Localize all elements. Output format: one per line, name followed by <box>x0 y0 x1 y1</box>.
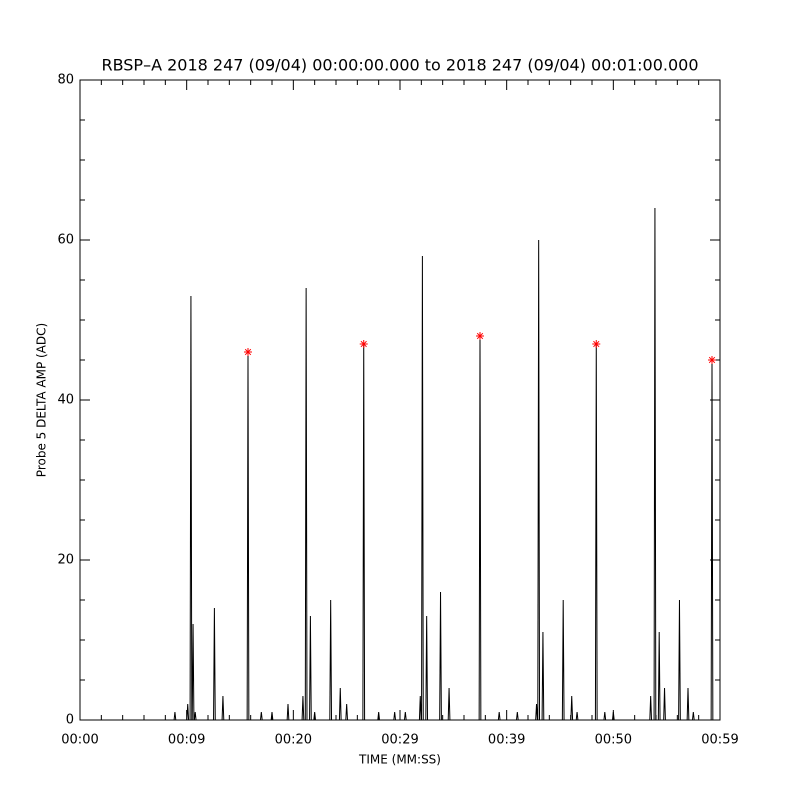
star-marker <box>244 348 252 356</box>
star-marker <box>708 356 716 364</box>
star-marker <box>592 340 601 348</box>
y-axis-label: Probe 5 DELTA AMP (ADC) <box>35 323 49 477</box>
star-stroke <box>476 332 484 340</box>
y-tick-label: 20 <box>57 553 74 568</box>
plot-frame <box>79 79 721 721</box>
x-tick-label: 00:29 <box>381 733 418 748</box>
y-tick-label: 0 <box>66 713 74 728</box>
y-tick-label: 80 <box>57 73 74 88</box>
star-stroke <box>593 340 600 348</box>
x-tick-label: 00:20 <box>275 733 312 748</box>
star-marker <box>476 332 484 340</box>
star-stroke <box>708 356 716 364</box>
x-tick-label: 00:00 <box>61 733 98 748</box>
x-axis-label: TIME (MM:SS) <box>358 753 441 767</box>
data-line <box>80 207 720 721</box>
star-stroke <box>360 340 367 348</box>
x-tick-label: 00:09 <box>168 733 205 748</box>
x-tick-label: 00:50 <box>595 733 632 748</box>
star-stroke <box>244 348 252 356</box>
chart-title: RBSP–A 2018 247 (09/04) 00:00:00.000 to … <box>101 56 698 75</box>
star-marker <box>359 340 368 348</box>
x-tick-label: 00:59 <box>701 733 738 748</box>
x-tick-label: 00:39 <box>488 733 525 748</box>
y-tick-label: 60 <box>57 233 74 248</box>
y-tick-label: 40 <box>57 393 74 408</box>
